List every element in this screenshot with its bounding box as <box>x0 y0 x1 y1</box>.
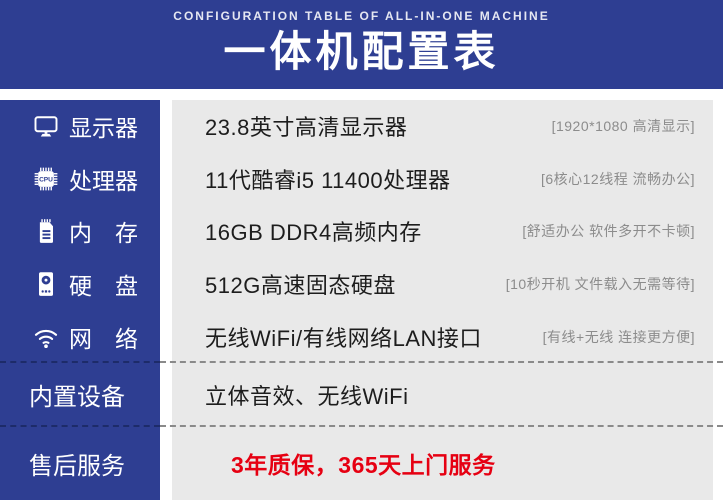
sidebar-item-label: 处理器 <box>69 167 138 194</box>
sidebar-item-label: 网 络 <box>69 325 138 352</box>
sidebar-item-after-sales: 售后服务 <box>0 427 160 500</box>
divider-sidebar-segment <box>0 425 160 427</box>
spec-text: 16GB DDR4高频内存 <box>205 220 422 246</box>
sidebar-item-builtin-devices: 内置设备 <box>0 363 160 427</box>
cpu-icon: CPU <box>34 167 58 191</box>
sidebar-item-disk: 硬 盘 <box>0 258 160 311</box>
sidebar-item-label: 内 存 <box>69 220 138 247</box>
header-eyebrow: CONFIGURATION TABLE OF ALL-IN-ONE MACHIN… <box>173 9 550 23</box>
sidebar-item-display: 显示器 <box>0 100 160 153</box>
spec-table: 23.8英寸高清显示器 [1920*1080 高清显示] 11代酷睿i5 114… <box>172 100 713 500</box>
sidebar-item-cpu: CPU 处理器 <box>0 153 160 206</box>
sidebar-item-label: 内置设备 <box>29 384 125 412</box>
page-title: 一体机配置表 <box>223 28 500 75</box>
monitor-icon <box>34 116 58 137</box>
spec-text: 立体音效、无线WiFi <box>205 383 409 409</box>
spec-note: [1920*1080 高清显示] <box>551 118 695 135</box>
spec-row-network: 无线WiFi/有线网络LAN接口 [有线+无线 连接更方便] <box>172 310 713 363</box>
spec-text: 11代酷睿i5 11400处理器 <box>205 167 451 193</box>
memory-icon <box>39 219 53 244</box>
wifi-icon <box>34 329 58 348</box>
harddisk-icon <box>39 272 53 296</box>
spec-row-display: 23.8英寸高清显示器 [1920*1080 高清显示] <box>172 100 713 153</box>
spec-text: 512G高速固态硬盘 <box>205 273 396 299</box>
spec-text: 无线WiFi/有线网络LAN接口 <box>205 325 482 351</box>
spec-note: [有线+无线 连接更方便] <box>542 328 695 345</box>
sidebar-item-network: 网 络 <box>0 310 160 363</box>
spec-row-after-sales: 3年质保，365天上门服务 <box>172 427 713 500</box>
sidebar-item-label: 显示器 <box>69 115 138 142</box>
spec-row-cpu: 11代酷睿i5 11400处理器 [6核心12线程 流畅办公] <box>172 153 713 206</box>
sidebar-item-label: 硬 盘 <box>69 273 138 300</box>
spec-note: [舒适办公 软件多开不卡顿] <box>522 223 695 240</box>
cpu-icon-text: CPU <box>39 177 53 184</box>
spec-row-disk: 512G高速固态硬盘 [10秒开机 文件载入无需等待] <box>172 258 713 311</box>
warranty-highlight-text: 3年质保，365天上门服务 <box>231 452 496 479</box>
spec-note: [10秒开机 文件载入无需等待] <box>505 276 695 293</box>
sidebar-item-memory: 内 存 <box>0 205 160 258</box>
category-sidebar: 显示器 CPU 处理器 <box>0 100 160 500</box>
divider-content-segment <box>160 425 723 427</box>
spec-row-memory: 16GB DDR4高频内存 [舒适办公 软件多开不卡顿] <box>172 205 713 258</box>
page-header: CONFIGURATION TABLE OF ALL-IN-ONE MACHIN… <box>0 0 723 89</box>
spec-row-builtin-devices: 立体音效、无线WiFi <box>172 363 713 427</box>
divider-content-segment <box>160 361 723 363</box>
divider-sidebar-segment <box>0 361 160 363</box>
sidebar-item-label: 售后服务 <box>29 452 125 480</box>
spec-text: 23.8英寸高清显示器 <box>205 115 408 141</box>
spec-note: [6核心12线程 流畅办公] <box>540 170 695 187</box>
